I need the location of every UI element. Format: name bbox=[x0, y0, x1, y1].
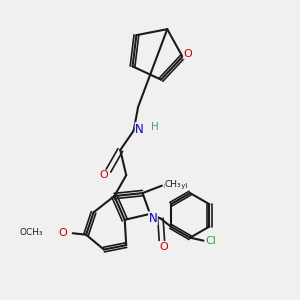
Text: N: N bbox=[135, 123, 144, 136]
Text: CH₃: CH₃ bbox=[165, 180, 181, 189]
Text: Cl: Cl bbox=[206, 236, 216, 246]
Text: O: O bbox=[184, 49, 192, 59]
Text: O: O bbox=[58, 228, 67, 238]
Text: N: N bbox=[148, 212, 157, 225]
Text: methyl: methyl bbox=[164, 183, 188, 189]
Text: O: O bbox=[100, 170, 108, 180]
Text: O: O bbox=[159, 242, 168, 252]
Text: OCH₃: OCH₃ bbox=[20, 228, 43, 237]
Text: H: H bbox=[151, 122, 159, 132]
